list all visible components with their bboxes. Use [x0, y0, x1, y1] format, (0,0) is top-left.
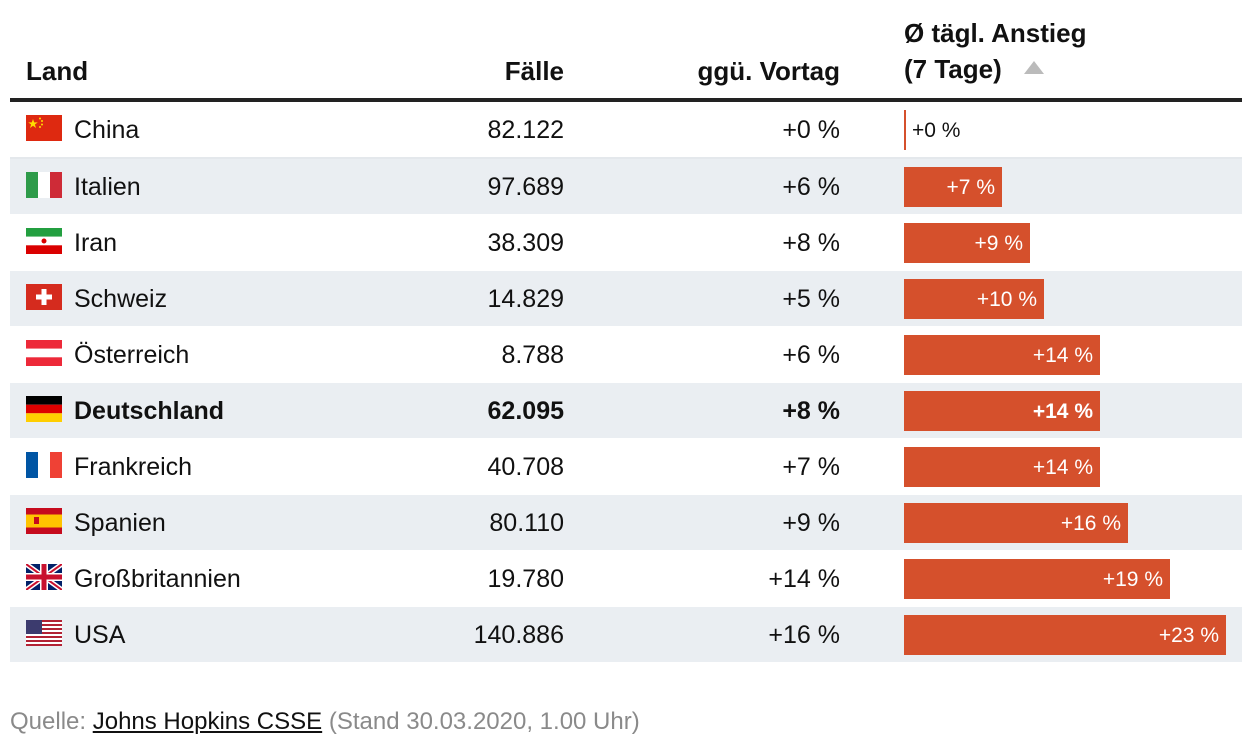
- bar-cell: +14 %: [904, 447, 1234, 487]
- france-flag-icon: [26, 452, 62, 478]
- table-body: China 82.122 +0 % +0 % Italien 97.689 +6 % +7 %…: [10, 102, 1242, 663]
- italy-flag-icon: [26, 172, 62, 198]
- table-header: Land Fälle ggü. Vortag Ø tägl. Anstieg (…: [10, 0, 1242, 102]
- table-row: Schweiz 14.829 +5 % +10 %: [10, 271, 1242, 327]
- table-row: Großbritannien 19.780 +14 % +19 %: [10, 551, 1242, 607]
- bar: [904, 110, 906, 150]
- bar-label: +23 %: [1158, 624, 1219, 647]
- bar-cell: +10 %: [904, 279, 1234, 319]
- source-link[interactable]: Johns Hopkins CSSE: [92, 708, 323, 735]
- column-header-land[interactable]: Land: [26, 56, 89, 86]
- bar-label: +9 %: [974, 232, 1023, 255]
- cell-faelle: 140.886: [473, 621, 564, 649]
- bar-cell: +14 %: [904, 335, 1234, 375]
- cell-land: Spanien: [74, 509, 166, 537]
- cell-land: Frankreich: [74, 453, 193, 481]
- cell-faelle: 19.780: [487, 565, 564, 593]
- cell-vortag: +7 %: [782, 453, 840, 481]
- bar-label: +7 %: [946, 176, 995, 199]
- cell-faelle: 8.788: [501, 341, 564, 369]
- bar-label: +14 %: [1032, 456, 1093, 479]
- bar-cell: +23 %: [904, 615, 1234, 655]
- cell-land: Österreich: [74, 341, 190, 369]
- bar: [904, 167, 1002, 207]
- table-row: Deutschland 62.095 +8 % +14 %: [10, 383, 1242, 439]
- table-row: USA 140.886 +16 % +23 %: [10, 607, 1242, 663]
- cell-land: Italien: [74, 173, 141, 201]
- bar-cell: +14 %: [904, 391, 1234, 431]
- cell-land: Großbritannien: [74, 565, 241, 593]
- spain-flag-icon: [26, 508, 62, 534]
- bar: [904, 223, 1030, 263]
- bar-cell: +7 %: [904, 167, 1234, 207]
- cell-vortag: +5 %: [782, 285, 840, 313]
- uk-flag-icon: [26, 564, 62, 590]
- bar-cell: +19 %: [904, 559, 1234, 599]
- cell-land: Schweiz: [74, 285, 168, 313]
- cell-vortag: +14 %: [768, 565, 840, 593]
- triangle-up-icon[interactable]: [1023, 61, 1044, 74]
- table-row: Italien 97.689 +6 % +7 %: [10, 159, 1242, 215]
- cell-faelle: 38.309: [487, 229, 564, 257]
- bar: [904, 503, 1128, 543]
- bar: [904, 335, 1100, 375]
- cell-land: USA: [74, 621, 126, 649]
- cell-land: China: [74, 116, 140, 144]
- usa-flag-icon: [26, 620, 62, 646]
- cell-faelle: 40.708: [487, 453, 564, 481]
- cell-vortag: +6 %: [782, 173, 840, 201]
- cell-vortag: +8 %: [782, 397, 840, 425]
- bar-cell: +9 %: [904, 223, 1234, 263]
- column-header-anstieg-line1: Ø tägl. Anstieg: [904, 18, 1087, 48]
- bar-label: +0 %: [912, 119, 961, 142]
- source-suffix: (Stand 30.03.2020, 1.00 Uhr): [322, 708, 640, 735]
- bar-label: +14 %: [1032, 344, 1093, 367]
- cell-vortag: +6 %: [782, 341, 840, 369]
- bar: [904, 279, 1044, 319]
- china-flag-icon: [26, 115, 62, 141]
- bar: [904, 559, 1170, 599]
- column-header-vortag[interactable]: ggü. Vortag: [697, 56, 840, 86]
- bar-label: +19 %: [1102, 568, 1163, 591]
- cell-faelle: 14.829: [487, 285, 564, 313]
- table-row: Frankreich 40.708 +7 % +14 %: [10, 439, 1242, 495]
- bar-cell: +0 %: [904, 110, 1234, 150]
- bar: [904, 447, 1100, 487]
- cell-vortag: +9 %: [782, 509, 840, 537]
- data-table: Land Fälle ggü. Vortag Ø tägl. Anstieg (…: [10, 0, 1242, 663]
- bar: [904, 391, 1100, 431]
- switzerland-flag-icon: [26, 284, 62, 310]
- bar: [904, 615, 1226, 655]
- column-header-faelle[interactable]: Fälle: [504, 56, 564, 86]
- column-header-anstieg-line2: (7 Tage): [904, 54, 1002, 84]
- bar-label: +14 %: [1032, 400, 1093, 423]
- cell-land: Deutschland: [74, 397, 225, 425]
- bar-cell: +16 %: [904, 503, 1234, 543]
- bar-label: +16 %: [1060, 512, 1121, 535]
- table-row: Iran 38.309 +8 % +9 %: [10, 215, 1242, 271]
- austria-flag-icon: [26, 340, 62, 366]
- column-header-anstieg[interactable]: Ø tägl. Anstieg (7 Tage): [904, 15, 1087, 87]
- germany-flag-icon: [26, 396, 62, 422]
- cell-vortag: +8 %: [782, 229, 840, 257]
- cell-vortag: +0 %: [782, 116, 840, 144]
- cell-faelle: 80.110: [489, 509, 564, 537]
- cell-land: Iran: [74, 229, 118, 257]
- table-row: Österreich 8.788 +6 % +14 %: [10, 327, 1242, 383]
- cell-faelle: 82.122: [487, 116, 564, 144]
- source-note: Quelle: Johns Hopkins CSSE (Stand 30.03.…: [10, 708, 640, 736]
- cell-faelle: 62.095: [487, 397, 564, 425]
- cell-vortag: +16 %: [768, 621, 840, 649]
- cell-faelle: 97.689: [487, 173, 564, 201]
- iran-flag-icon: [26, 228, 62, 254]
- table-row: China 82.122 +0 % +0 %: [10, 102, 1242, 159]
- source-prefix: Quelle:: [10, 708, 93, 735]
- bar-label: +10 %: [976, 288, 1037, 311]
- table-row: Spanien 80.110 +9 % +16 %: [10, 495, 1242, 551]
